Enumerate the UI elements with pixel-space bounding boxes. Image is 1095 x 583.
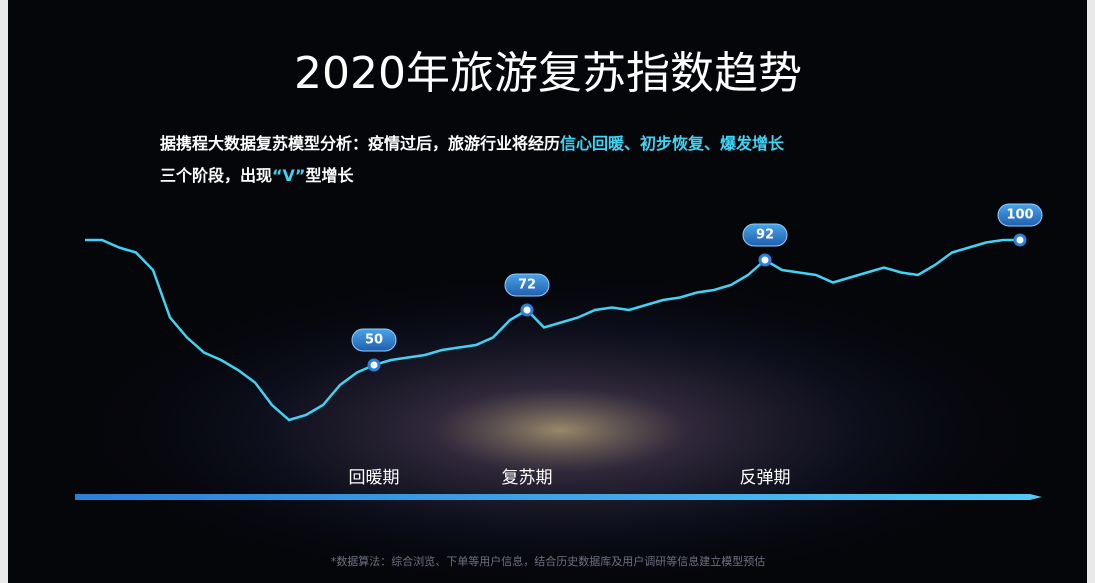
label-bubble xyxy=(504,273,550,297)
label-bubble xyxy=(351,328,397,352)
subtitle-text: 三个阶段，出现 xyxy=(160,166,272,185)
subtitle: 三个阶段，出现“V”型增长 xyxy=(160,166,354,185)
data-label: 92 xyxy=(756,228,774,243)
point-marker xyxy=(758,253,772,267)
subtitle-text: 据携程大数据复苏模型分析：疫情过后，旅游行业将经历 xyxy=(160,134,560,153)
axis-arrow xyxy=(75,494,1042,500)
label-bubble xyxy=(997,203,1043,227)
subtitle-highlight: 信心回暖、初步恢复、爆发增长 xyxy=(560,134,785,153)
subtitle: 据携程大数据复苏模型分析：疫情过后，旅游行业将经历信心回暖、初步恢复、爆发增长 xyxy=(160,134,785,153)
phase-label: 回暖期 xyxy=(349,468,400,488)
data-label: 100 xyxy=(1006,208,1033,223)
point-marker xyxy=(367,358,381,372)
subtitle-text: 型增长 xyxy=(305,166,354,185)
line xyxy=(85,238,1020,422)
data-label: 72 xyxy=(518,278,536,293)
point-marker xyxy=(1013,233,1027,247)
phase-label: 复苏期 xyxy=(502,468,553,488)
plot: 50 回暖期 72 复苏期 92 反弹期 100 xyxy=(84,203,1043,490)
chart-title: 2020年旅游复苏指数趋势 xyxy=(294,48,802,99)
point-marker xyxy=(520,303,534,317)
footnote: *数据算法：综合浏览、下单等用户信息，结合历史数据库及用户调研等信息建立模型预估 xyxy=(331,554,766,568)
label-bubble xyxy=(742,223,788,247)
phase-label: 反弹期 xyxy=(740,468,791,488)
data-label: 50 xyxy=(365,333,383,348)
subtitle-highlight: “V” xyxy=(272,166,305,185)
